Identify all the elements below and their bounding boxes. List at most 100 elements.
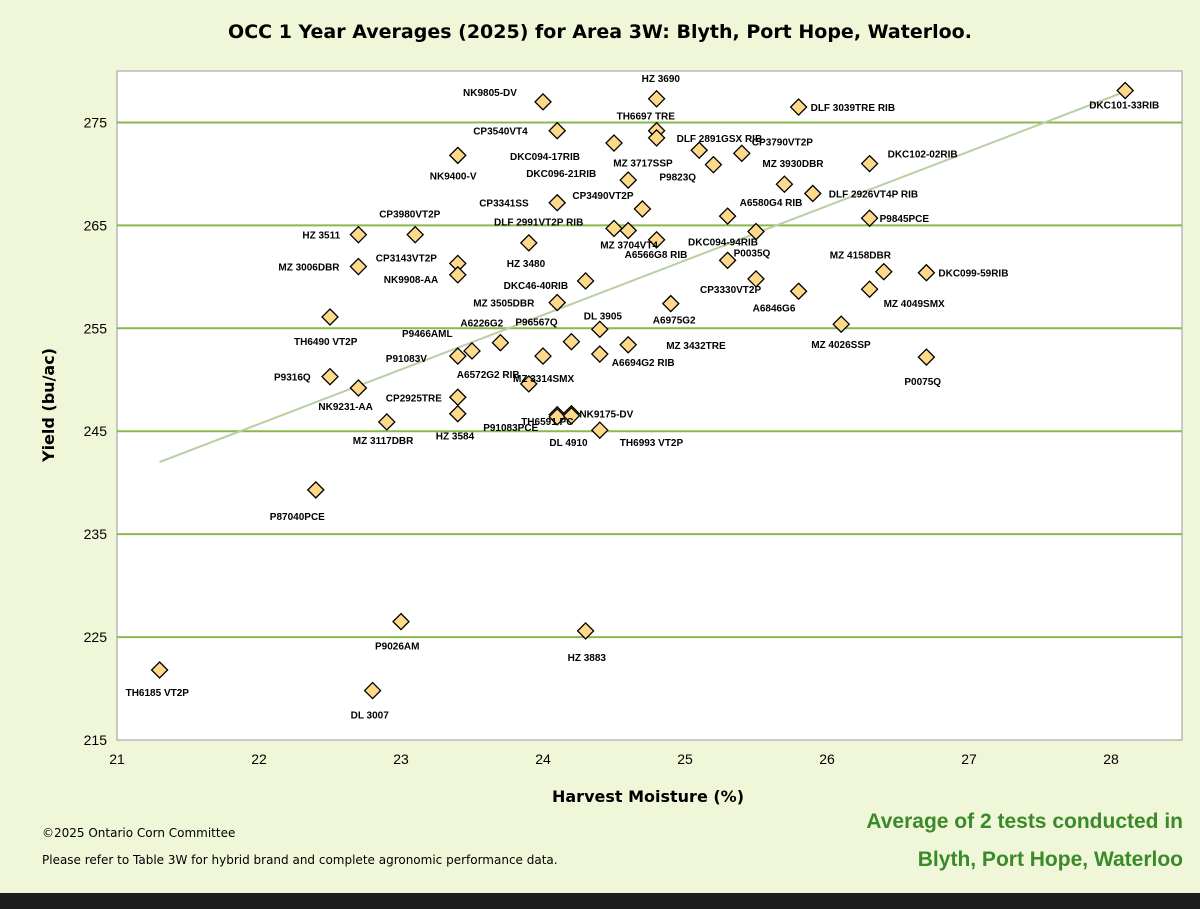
point-label: TH6993 VT2P: [620, 438, 684, 449]
point-label: MZ 4026SSP: [811, 340, 871, 351]
point-label: NK9400-V: [430, 171, 477, 182]
point-label: MZ 3704VT4: [600, 241, 658, 252]
point-label: TH6490 VT2P: [294, 337, 358, 348]
data-point: [789, 98, 808, 116]
data-point: [590, 421, 609, 440]
data-point: [463, 342, 481, 360]
point-label: TH6185 VT2P: [126, 688, 190, 699]
point-label: HZ 3883: [568, 653, 607, 664]
data-point: [548, 193, 567, 212]
data-point: [548, 407, 567, 426]
data-point: [605, 134, 623, 152]
point-label: CP3341SS: [479, 199, 529, 210]
data-point: [747, 269, 765, 288]
point-label: DLF 2991VT2P RIB: [494, 217, 583, 228]
data-point: [619, 335, 638, 354]
point-label: HZ 3480: [507, 259, 546, 270]
data-point: [605, 219, 623, 238]
data-point: [619, 221, 638, 240]
point-label: P91083PCE: [483, 423, 538, 434]
point-label: MZ 3314SMX: [513, 374, 574, 385]
x-tick-label: 23: [393, 751, 409, 767]
point-label: CP3540VT4: [473, 127, 528, 138]
data-point: [917, 348, 936, 367]
point-label: CP3143VT2P: [376, 253, 437, 264]
point-label: MZ 4158DBR: [830, 251, 892, 262]
point-label: NK9231-AA: [318, 402, 372, 413]
data-point: [377, 413, 396, 431]
point-label: CP3790VT2P: [752, 137, 813, 148]
data-point: [732, 144, 751, 163]
point-label: P0035Q: [734, 248, 771, 259]
point-label: DKC094-17RIB: [510, 152, 580, 163]
data-point: [534, 92, 552, 111]
reference-note: Please refer to Table 3W for hybrid bran…: [42, 853, 558, 867]
x-tick-labels: 21 22 23 24 25 26 27 28: [109, 751, 1119, 767]
point-label: DLF 3039TRE RIB: [811, 103, 895, 114]
point-label: DKC099-59RIB: [938, 269, 1008, 280]
point-label: CP2925TRE: [386, 393, 442, 404]
data-point: [860, 280, 879, 299]
point-label: P9466AML: [402, 329, 453, 340]
point-label: P9026AM: [375, 642, 419, 653]
point-label: CP3330VT2P: [700, 285, 761, 296]
data-point: [661, 294, 680, 313]
data-points: [150, 81, 1135, 700]
point-label: HZ 3511: [302, 231, 340, 242]
data-point: [576, 621, 595, 640]
y-tick-label: 275: [84, 114, 108, 130]
data-point: [690, 141, 709, 160]
x-tick-label: 22: [251, 751, 267, 767]
x-axis-title: Harvest Moisture (%): [552, 787, 744, 806]
y-tick-label: 245: [84, 423, 108, 439]
point-label: P9823Q: [659, 173, 696, 184]
data-point: [363, 681, 382, 700]
data-point: [718, 251, 737, 270]
data-point: [448, 265, 467, 284]
data-point: [562, 406, 581, 425]
x-tick-label: 26: [819, 751, 835, 767]
data-point: [406, 225, 425, 244]
data-point: [704, 155, 723, 174]
point-label: P0075Q: [904, 377, 941, 388]
point-label: CP3490VT2P: [572, 191, 633, 202]
data-point: [448, 347, 467, 366]
data-point: [633, 199, 652, 218]
point-label: MZ 3117DBR: [353, 436, 414, 447]
point-label: MZ 3717SSP: [613, 158, 673, 169]
point-label: DKC096-21RIB: [526, 169, 596, 180]
data-point: [590, 320, 609, 339]
data-point: [448, 404, 467, 423]
point-label: P9316Q: [274, 373, 311, 384]
point-label: DKC46-40RIB: [504, 281, 568, 292]
y-tick-label: 235: [84, 526, 108, 542]
x-tick-label: 27: [961, 751, 977, 767]
data-point: [519, 374, 538, 393]
point-label: P9845PCE: [880, 214, 930, 225]
data-point: [647, 128, 666, 147]
data-point: [803, 184, 822, 203]
data-point: [860, 154, 879, 173]
point-label: P87040PCE: [270, 512, 325, 523]
copyright-note: ©2025 Ontario Corn Committee: [42, 826, 236, 840]
point-label: DLF 2926VT4P RIB: [829, 189, 918, 200]
point-label: TH6697 TRE: [617, 112, 676, 123]
data-point: [917, 263, 936, 282]
point-label: MZ 4049SMX: [884, 299, 945, 310]
y-tick-label: 225: [84, 629, 108, 645]
point-label: DL 4910: [549, 438, 588, 449]
data-point: [534, 347, 552, 366]
data-point: [392, 612, 410, 631]
point-label: P91083V: [386, 354, 427, 365]
data-point: [832, 315, 851, 334]
point-label: A6566G8 RIB: [625, 250, 688, 261]
data-point: [860, 209, 879, 228]
data-point: [619, 171, 638, 190]
point-label: DL 3007: [351, 711, 390, 722]
x-tick-label: 28: [1103, 751, 1119, 767]
data-point: [874, 262, 893, 281]
data-point: [150, 661, 169, 679]
point-label: A6846G6: [753, 303, 796, 314]
point-label: MZ 3505DBR: [473, 299, 535, 310]
